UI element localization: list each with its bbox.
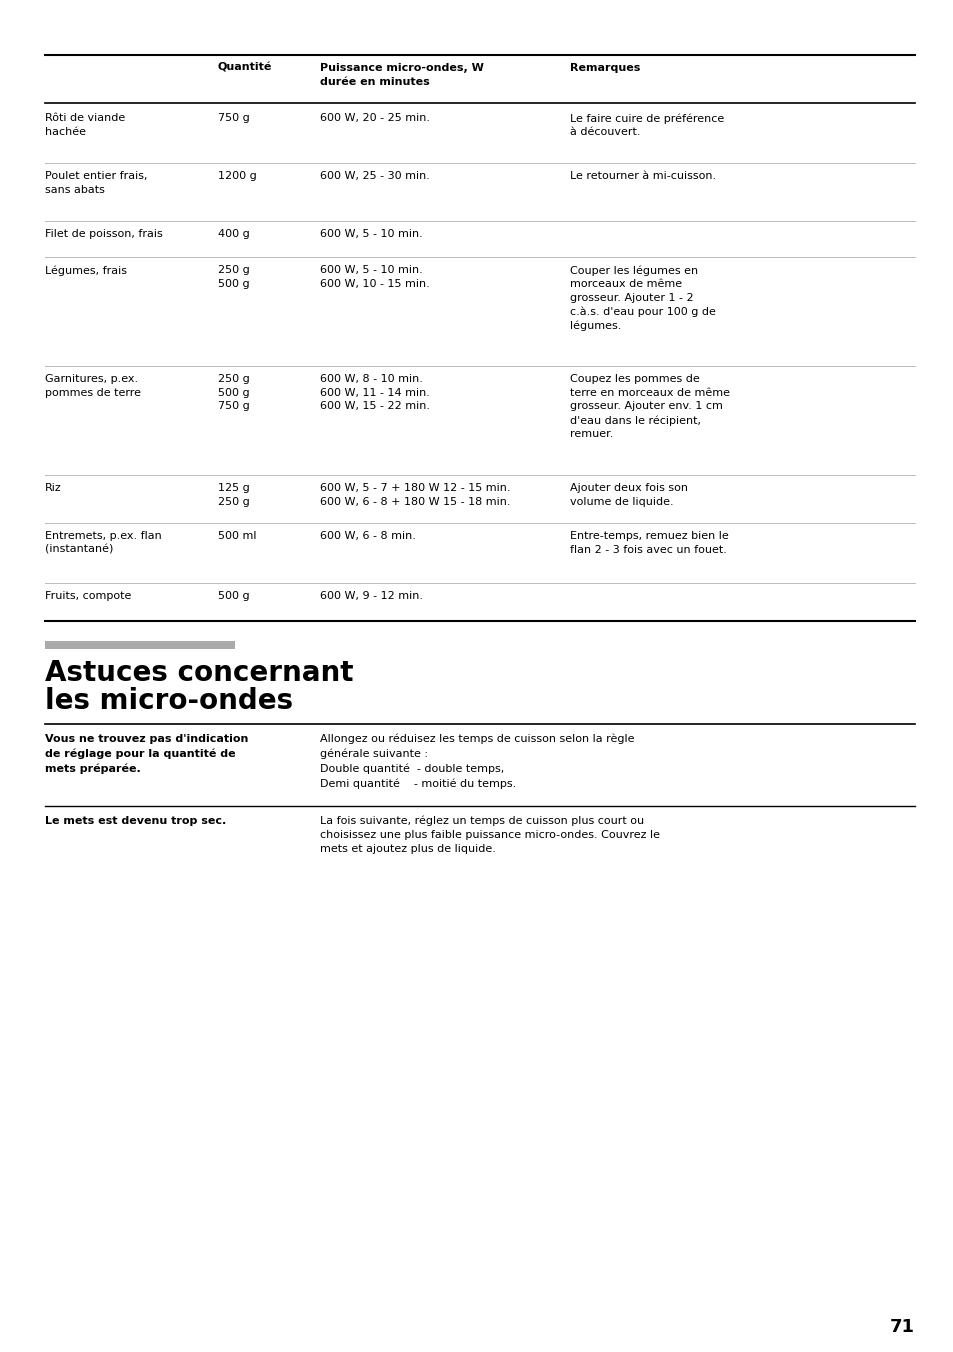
Bar bbox=[45, 641, 234, 649]
Text: les micro-ondes: les micro-ondes bbox=[45, 687, 293, 715]
Text: Le mets est devenu trop sec.: Le mets est devenu trop sec. bbox=[45, 817, 226, 826]
Text: 600 W, 9 - 12 min.: 600 W, 9 - 12 min. bbox=[319, 591, 422, 602]
Text: 600 W, 5 - 7 + 180 W 12 - 15 min.
600 W, 6 - 8 + 180 W 15 - 18 min.: 600 W, 5 - 7 + 180 W 12 - 15 min. 600 W,… bbox=[319, 483, 510, 507]
Text: Entre-temps, remuez bien le
flan 2 - 3 fois avec un fouet.: Entre-temps, remuez bien le flan 2 - 3 f… bbox=[569, 531, 728, 554]
Text: 1200 g: 1200 g bbox=[218, 170, 256, 181]
Text: Ajouter deux fois son
volume de liquide.: Ajouter deux fois son volume de liquide. bbox=[569, 483, 687, 507]
Text: Rôti de viande
hachée: Rôti de viande hachée bbox=[45, 114, 125, 137]
Text: Légumes, frais: Légumes, frais bbox=[45, 265, 127, 276]
Text: 600 W, 20 - 25 min.: 600 W, 20 - 25 min. bbox=[319, 114, 430, 123]
Text: 250 g
500 g
750 g: 250 g 500 g 750 g bbox=[218, 375, 250, 411]
Text: Astuces concernant: Astuces concernant bbox=[45, 658, 354, 687]
Text: Garnitures, p.ex.
pommes de terre: Garnitures, p.ex. pommes de terre bbox=[45, 375, 141, 397]
Text: 400 g: 400 g bbox=[218, 228, 250, 239]
Text: Remarques: Remarques bbox=[569, 64, 639, 73]
Text: Le retourner à mi-cuisson.: Le retourner à mi-cuisson. bbox=[569, 170, 716, 181]
Text: 600 W, 25 - 30 min.: 600 W, 25 - 30 min. bbox=[319, 170, 430, 181]
Text: Coupez les pommes de
terre en morceaux de même
grosseur. Ajouter env. 1 cm
d'eau: Coupez les pommes de terre en morceaux d… bbox=[569, 375, 729, 439]
Text: 125 g
250 g: 125 g 250 g bbox=[218, 483, 250, 507]
Text: 750 g: 750 g bbox=[218, 114, 250, 123]
Text: Riz: Riz bbox=[45, 483, 62, 493]
Text: 71: 71 bbox=[889, 1318, 914, 1336]
Text: Poulet entier frais,
sans abats: Poulet entier frais, sans abats bbox=[45, 170, 148, 195]
Text: Fruits, compote: Fruits, compote bbox=[45, 591, 132, 602]
Text: 600 W, 8 - 10 min.
600 W, 11 - 14 min.
600 W, 15 - 22 min.: 600 W, 8 - 10 min. 600 W, 11 - 14 min. 6… bbox=[319, 375, 430, 411]
Text: Le faire cuire de préférence
à découvert.: Le faire cuire de préférence à découvert… bbox=[569, 114, 723, 137]
Text: 250 g
500 g: 250 g 500 g bbox=[218, 265, 250, 288]
Text: 500 ml: 500 ml bbox=[218, 531, 256, 541]
Text: Couper les légumes en
morceaux de même
grosseur. Ajouter 1 - 2
c.à.s. d'eau pour: Couper les légumes en morceaux de même g… bbox=[569, 265, 715, 331]
Text: Filet de poisson, frais: Filet de poisson, frais bbox=[45, 228, 163, 239]
Text: Entremets, p.ex. flan
(instantané): Entremets, p.ex. flan (instantané) bbox=[45, 531, 162, 554]
Text: Vous ne trouvez pas d'indication
de réglage pour la quantité de
mets préparée.: Vous ne trouvez pas d'indication de régl… bbox=[45, 734, 248, 773]
Text: 600 W, 5 - 10 min.: 600 W, 5 - 10 min. bbox=[319, 228, 422, 239]
Text: 500 g: 500 g bbox=[218, 591, 250, 602]
Text: 600 W, 6 - 8 min.: 600 W, 6 - 8 min. bbox=[319, 531, 416, 541]
Text: 600 W, 5 - 10 min.
600 W, 10 - 15 min.: 600 W, 5 - 10 min. 600 W, 10 - 15 min. bbox=[319, 265, 429, 288]
Text: La fois suivante, réglez un temps de cuisson plus court ou
choisissez une plus f: La fois suivante, réglez un temps de cui… bbox=[319, 817, 659, 854]
Text: Allongez ou réduisez les temps de cuisson selon la règle
générale suivante :
Dou: Allongez ou réduisez les temps de cuisso… bbox=[319, 734, 634, 788]
Text: Quantité: Quantité bbox=[218, 64, 273, 73]
Text: Puissance micro-ondes, W
durée en minutes: Puissance micro-ondes, W durée en minute… bbox=[319, 64, 483, 87]
